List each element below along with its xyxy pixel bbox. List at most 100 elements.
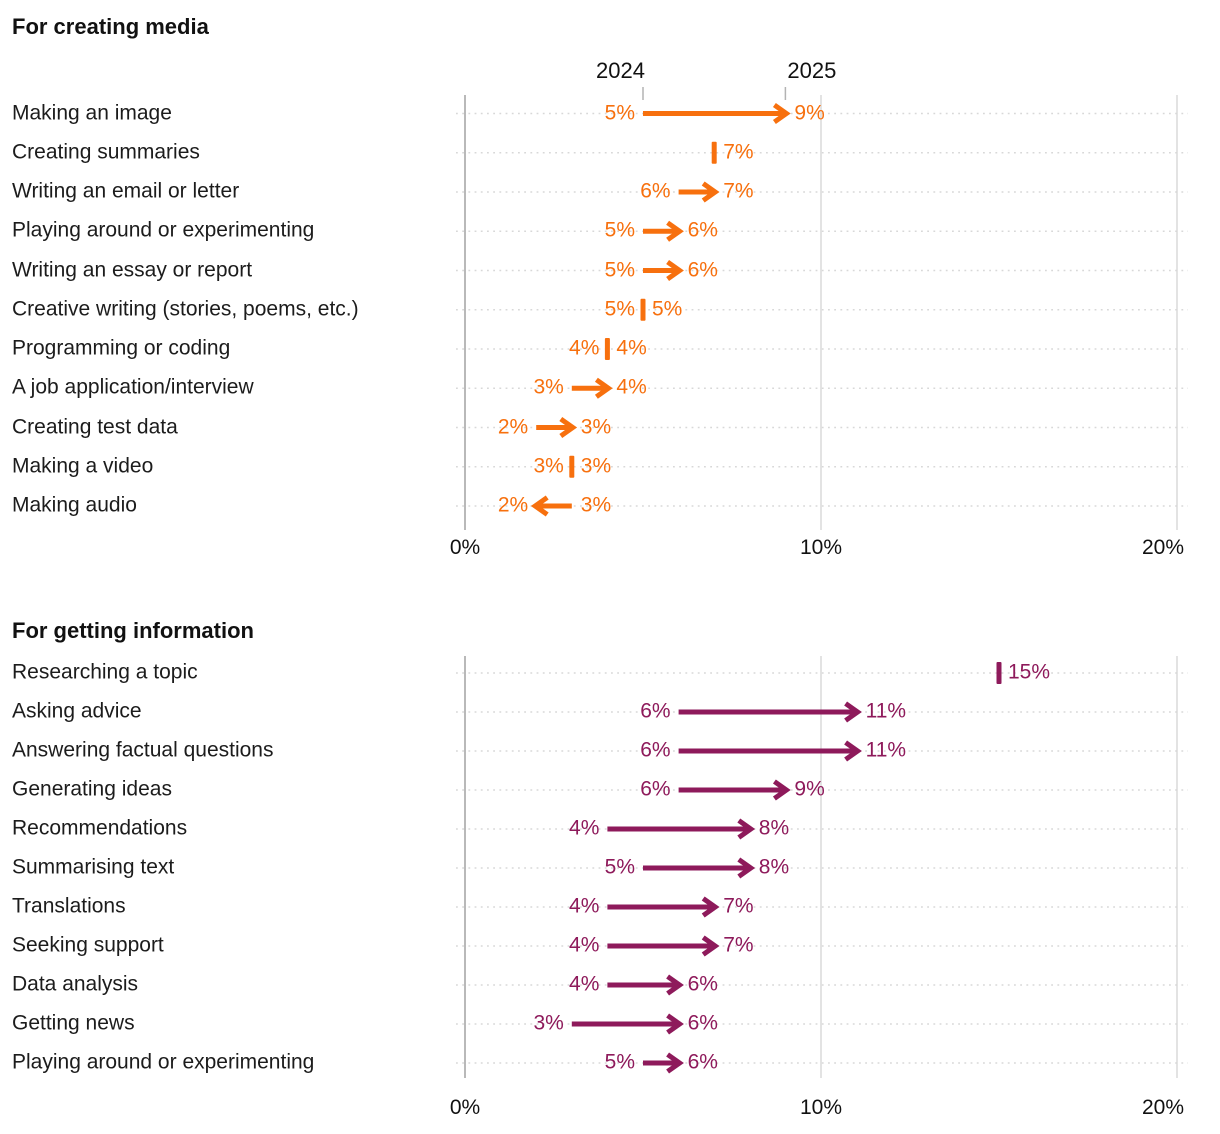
category-label: Summarising text — [12, 855, 175, 879]
start-value-label: 5% — [604, 855, 635, 879]
end-value-label: 3% — [580, 415, 612, 439]
category-label: Playing around or experimenting — [12, 1050, 315, 1074]
end-value-label: 6% — [687, 972, 718, 996]
change-arrow-head — [701, 181, 720, 203]
start-value-label: 6% — [640, 179, 671, 203]
category-label: Getting news — [12, 1011, 135, 1035]
x-axis-tick-label: 0% — [449, 536, 481, 559]
end-value-label: 5% — [652, 297, 683, 321]
category-label: Making a video — [12, 454, 154, 478]
category-label: Programming or coding — [12, 336, 231, 360]
end-value-label: 4% — [616, 336, 647, 360]
year-header-2024: 2024 — [596, 58, 645, 83]
start-value-label: 4% — [569, 816, 600, 840]
start-value-label: 4% — [569, 972, 600, 996]
chart-title-creating-media: For creating media — [12, 14, 209, 39]
category-label: Making an image — [12, 101, 172, 125]
end-value-label: 2% — [497, 493, 529, 517]
chart-title-getting-information: For getting information — [12, 618, 254, 643]
start-value-label: 6% — [640, 738, 671, 762]
value-tick — [640, 298, 646, 321]
value-tick — [996, 662, 1002, 684]
end-value-label: 7% — [723, 894, 754, 918]
category-label: Answering factual questions — [12, 738, 274, 762]
start-value-label: 3% — [533, 1011, 564, 1035]
category-label: A job application/interview — [12, 375, 254, 399]
category-label: Seeking support — [12, 933, 164, 957]
change-arrow-head — [666, 1013, 684, 1035]
end-value-label: 11% — [865, 699, 907, 723]
value-tick — [711, 141, 717, 164]
end-value-label: 6% — [687, 218, 718, 242]
end-value-label: 7% — [723, 179, 754, 203]
end-value-label: 3% — [580, 454, 612, 478]
plot-canvas — [456, 87, 1188, 530]
change-arrow-head — [772, 102, 791, 125]
value-tick — [569, 455, 575, 478]
change-arrow-head — [844, 701, 862, 723]
end-value-label: 6% — [687, 258, 718, 282]
end-value-label: 9% — [794, 101, 825, 125]
x-axis-tick-label: 0% — [449, 1096, 481, 1119]
category-label: Translations — [12, 894, 126, 918]
end-value-label: 6% — [687, 1011, 718, 1035]
start-value-label: 5% — [604, 1050, 635, 1074]
category-label: Researching a topic — [12, 660, 198, 684]
start-value-label: 6% — [640, 699, 671, 723]
change-arrow-head — [559, 416, 578, 439]
x-axis-tick-label: 10% — [799, 1096, 843, 1119]
category-label: Generating ideas — [12, 777, 172, 801]
category-label: Writing an email or letter — [12, 179, 240, 203]
plot-canvas — [456, 656, 1188, 1078]
start-value-label: 5% — [604, 218, 635, 242]
chart-creating-media: For creating media Making an image 5% 9% Cr… — [12, 14, 1188, 559]
change-arrow-head — [666, 974, 684, 996]
category-label: Creative writing (stories, poems, etc.) — [12, 297, 359, 321]
change-arrow-head — [737, 818, 756, 840]
start-value-label: 6% — [640, 777, 671, 801]
x-axis-tick-label: 20% — [1141, 1096, 1185, 1119]
end-value-label: 4% — [616, 375, 647, 399]
end-value-label: 8% — [758, 855, 790, 879]
year-header-2025: 2025 — [787, 58, 837, 83]
start-value-label: 3% — [580, 493, 612, 517]
start-value-label: 5% — [604, 258, 635, 282]
change-arrow-head — [701, 896, 720, 918]
start-value-label: 4% — [569, 933, 600, 957]
x-axis-tick-label: 20% — [1141, 536, 1185, 559]
change-arrow-head — [666, 1052, 684, 1074]
category-label: Data analysis — [12, 972, 139, 996]
end-value-label: 9% — [794, 777, 825, 801]
value-label: 7% — [723, 140, 754, 164]
start-value-label: 4% — [569, 894, 600, 918]
x-axis-tick-label: 10% — [799, 536, 843, 559]
start-value-label: 3% — [533, 454, 564, 478]
category-label: Creating test data — [12, 415, 178, 439]
change-arrow-head — [737, 857, 756, 879]
category-label: Asking advice — [12, 699, 142, 723]
start-value-label: 5% — [604, 101, 635, 125]
start-value-label: 3% — [533, 375, 564, 399]
end-value-label: 6% — [687, 1050, 718, 1074]
category-label: Creating summaries — [12, 140, 200, 164]
category-label: Recommendations — [12, 816, 188, 840]
start-value-label: 5% — [604, 297, 635, 321]
change-arrow-head — [666, 220, 684, 242]
change-arrow-head — [530, 495, 549, 517]
start-value-label: 2% — [497, 415, 529, 439]
change-arrow-head — [772, 779, 791, 801]
end-value-label: 8% — [758, 816, 790, 840]
category-label: Making audio — [12, 493, 137, 517]
value-label: 15% — [1008, 660, 1051, 684]
change-arrow-head — [594, 377, 613, 399]
end-value-label: 11% — [865, 738, 907, 762]
change-arrow-head — [844, 740, 862, 762]
change-arrow-head — [666, 259, 684, 282]
value-tick — [604, 338, 610, 360]
category-label: Playing around or experimenting — [12, 218, 315, 242]
change-arrow-head — [701, 935, 720, 957]
end-value-label: 7% — [723, 933, 754, 957]
category-label: Writing an essay or report — [12, 258, 253, 282]
chart-getting-information: For getting information Researching a to… — [0, 603, 1220, 1134]
